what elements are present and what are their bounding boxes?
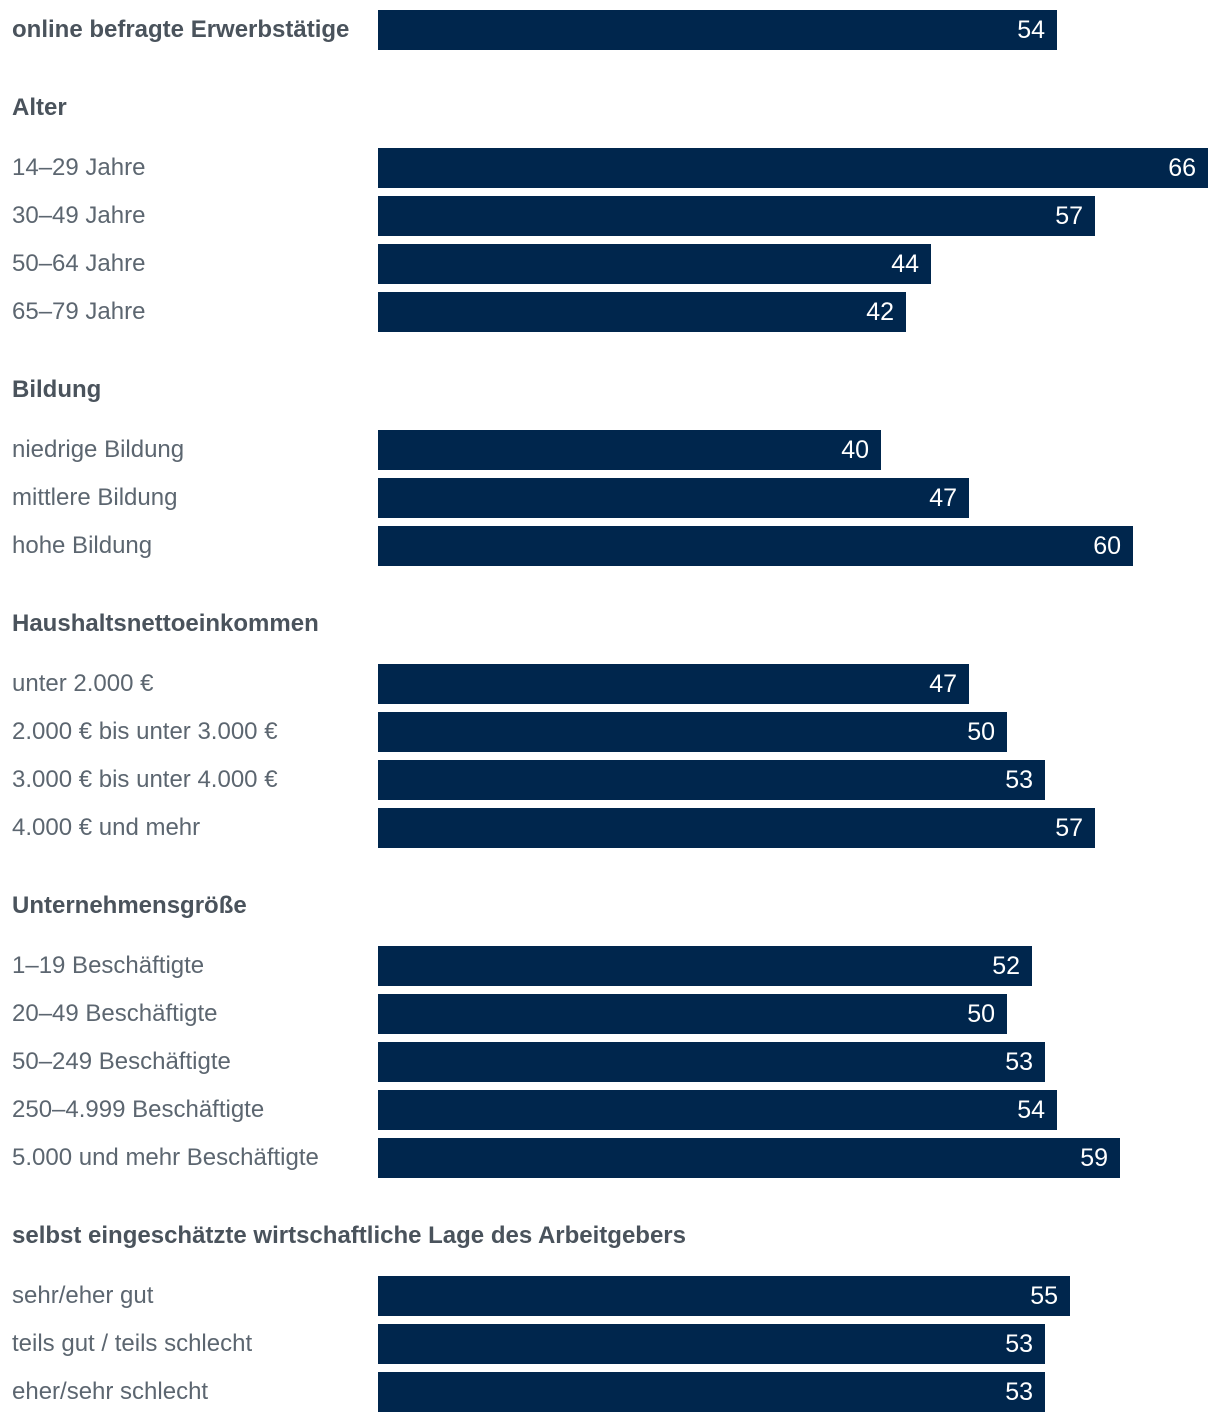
row-label: 3.000 € bis unter 4.000 € xyxy=(12,766,278,793)
row-label: 65–79 Jahre xyxy=(12,298,146,325)
group-title: Haushaltsnettoeinkommen xyxy=(12,610,319,637)
row-label: online befragte Erwerbstätige xyxy=(12,16,350,43)
bar-value-label: 53 xyxy=(1005,1378,1033,1406)
group-title: Unternehmensgröße xyxy=(12,892,247,919)
row-label: 20–49 Beschäftigte xyxy=(12,1000,218,1027)
bar: 47 xyxy=(378,664,969,704)
row-label: sehr/eher gut xyxy=(12,1282,154,1309)
bar-value-label: 53 xyxy=(1005,1330,1033,1358)
row-label: niedrige Bildung xyxy=(12,436,185,463)
bar: 53 xyxy=(378,760,1045,800)
bar-chart: online befragte Erwerbstätige 54 Alter 14–2… xyxy=(12,10,1208,1412)
bar: 52 xyxy=(378,946,1032,986)
bar: 42 xyxy=(378,292,906,332)
row-label: 2.000 € bis unter 3.000 € xyxy=(12,718,278,745)
bar-value-label: 40 xyxy=(841,436,869,464)
bar: 60 xyxy=(378,526,1133,566)
row-label: 4.000 € und mehr xyxy=(12,814,201,841)
bar: 54 xyxy=(378,1090,1057,1130)
row-label: 14–29 Jahre xyxy=(12,154,146,181)
row-label: 5.000 und mehr Beschäftigte xyxy=(12,1144,319,1171)
bar-value-label: 60 xyxy=(1093,532,1121,560)
bar: 47 xyxy=(378,478,969,518)
row-label: eher/sehr schlecht xyxy=(12,1378,209,1405)
bar-value-label: 54 xyxy=(1017,16,1045,44)
bar-value-label: 44 xyxy=(891,250,919,278)
bar-value-label: 47 xyxy=(929,484,957,512)
row-label: 30–49 Jahre xyxy=(12,202,146,229)
row-label: 50–249 Beschäftigte xyxy=(12,1048,231,1075)
bar-value-label: 55 xyxy=(1030,1282,1058,1310)
bar-value-label: 59 xyxy=(1080,1144,1108,1172)
group-title: Bildung xyxy=(12,376,102,403)
bar: 44 xyxy=(378,244,931,284)
bar-value-label: 53 xyxy=(1005,766,1033,794)
row-label: 50–64 Jahre xyxy=(12,250,146,277)
bar-value-label: 50 xyxy=(967,1000,995,1028)
bar: 54 xyxy=(378,10,1057,50)
bar: 55 xyxy=(378,1276,1070,1316)
bar-value-label: 50 xyxy=(967,718,995,746)
bar: 50 xyxy=(378,712,1007,752)
bar: 66 xyxy=(378,148,1208,188)
bar-value-label: 54 xyxy=(1017,1096,1045,1124)
bar: 53 xyxy=(378,1372,1045,1412)
row-label: teils gut / teils schlecht xyxy=(12,1330,253,1357)
bar-value-label: 66 xyxy=(1168,154,1196,182)
bar-value-label: 57 xyxy=(1055,202,1083,230)
row-label: mittlere Bildung xyxy=(12,484,178,511)
row-label: unter 2.000 € xyxy=(12,670,154,697)
bar-value-label: 47 xyxy=(929,670,957,698)
group-title: Alter xyxy=(12,94,67,121)
bar: 53 xyxy=(378,1042,1045,1082)
bar: 57 xyxy=(378,196,1095,236)
bar-value-label: 53 xyxy=(1005,1048,1033,1076)
bar-value-label: 42 xyxy=(866,298,894,326)
bar: 57 xyxy=(378,808,1095,848)
group-title: selbst eingeschätzte wirtschaftliche Lag… xyxy=(12,1222,686,1249)
bar: 53 xyxy=(378,1324,1045,1364)
row-label: hohe Bildung xyxy=(12,532,153,559)
bar-value-label: 57 xyxy=(1055,814,1083,842)
bar: 59 xyxy=(378,1138,1120,1178)
bar: 50 xyxy=(378,994,1007,1034)
bar: 40 xyxy=(378,430,881,470)
row-label: 1–19 Beschäftigte xyxy=(12,952,205,979)
row-label: 250–4.999 Beschäftigte xyxy=(12,1096,265,1123)
bar-value-label: 52 xyxy=(992,952,1020,980)
